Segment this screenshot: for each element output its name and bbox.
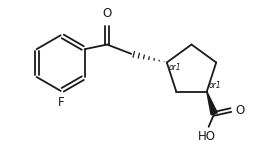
- Text: O: O: [236, 104, 245, 116]
- Text: HO: HO: [198, 130, 216, 143]
- Polygon shape: [207, 92, 217, 115]
- Text: O: O: [102, 7, 112, 20]
- Text: or1: or1: [169, 63, 181, 72]
- Text: or1: or1: [209, 81, 221, 90]
- Text: F: F: [57, 96, 64, 109]
